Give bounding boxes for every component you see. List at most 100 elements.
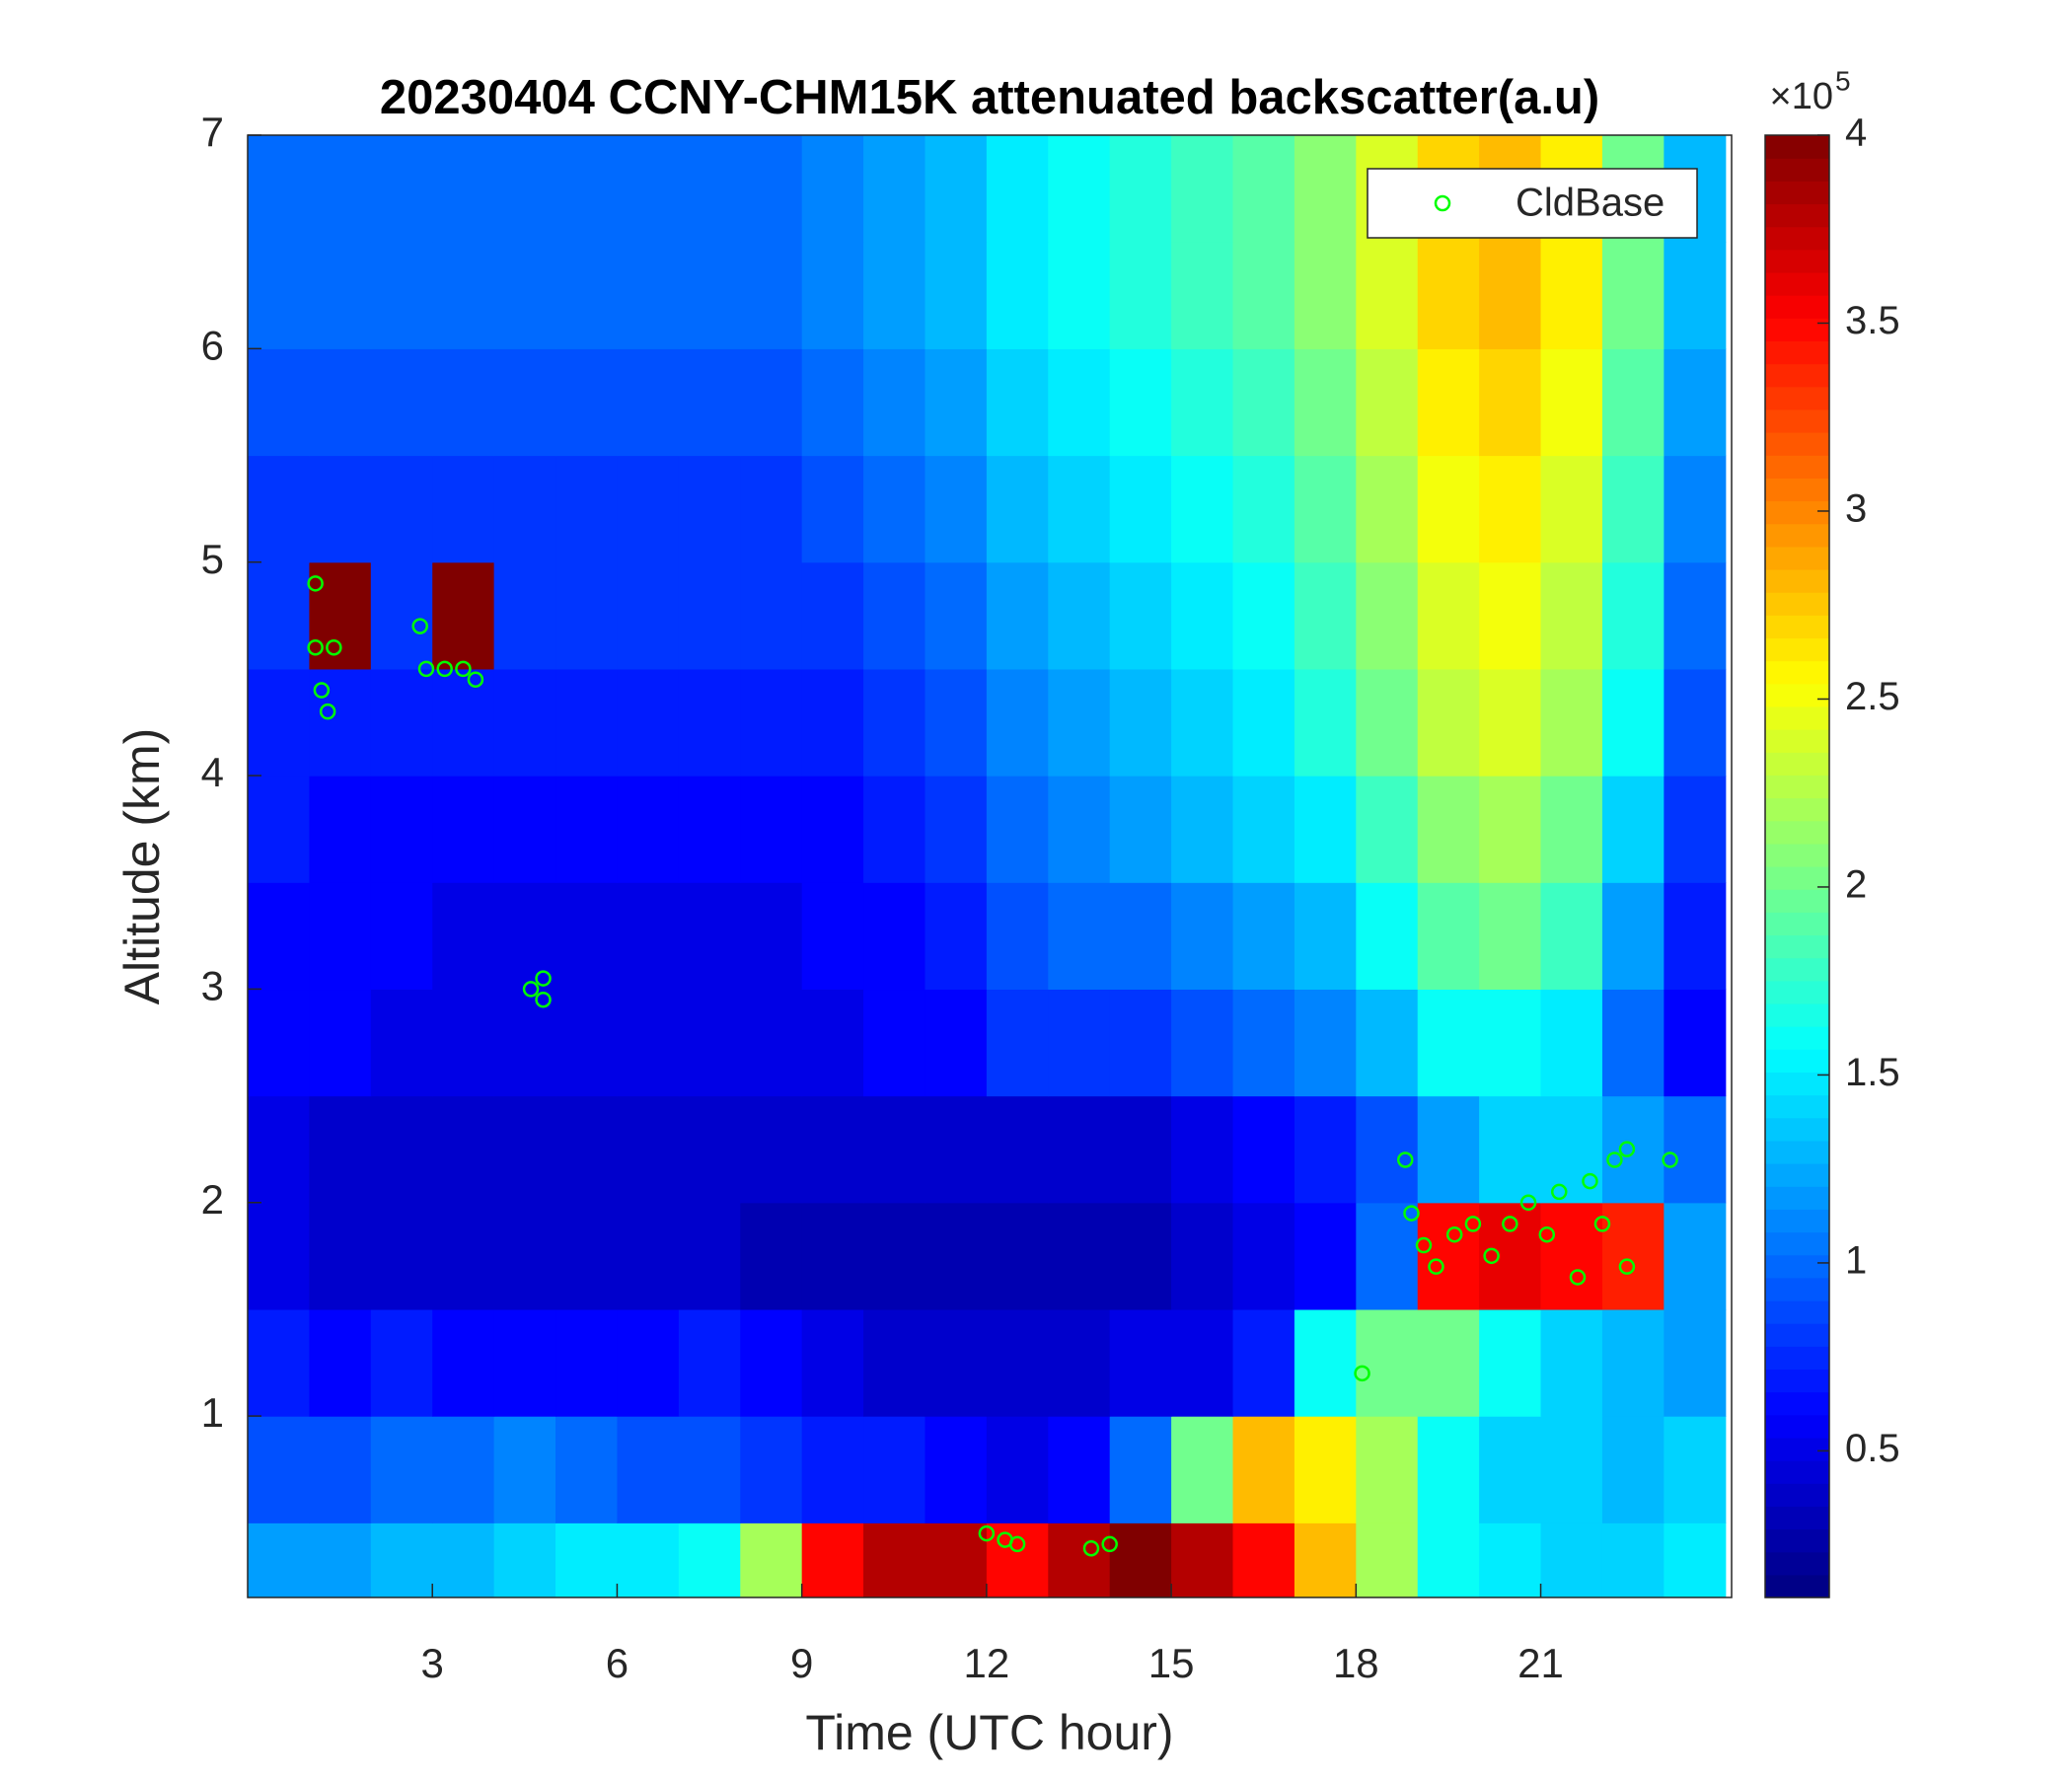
heat-cell [370,1416,433,1523]
colorbar-swatch [1765,1551,1829,1576]
heat-cell [1417,1522,1480,1597]
heat-cell [740,1095,803,1204]
heat-cell [986,1095,1049,1204]
heat-cell [493,1308,556,1417]
colorbar-swatch [1765,912,1829,936]
cloud-base-point [1354,1365,1370,1382]
cloud-base-point [1618,1258,1636,1275]
colorbar-swatch [1765,1163,1829,1187]
heat-cell [493,1095,556,1204]
heat-cell [617,1095,680,1204]
cloud-base-point [319,703,336,720]
heat-cell [1171,135,1234,243]
legend: CldBase [1367,168,1698,239]
colorbar-swatch [1765,181,1829,205]
heat-cell [370,989,433,1097]
heat-cell [1232,348,1295,457]
heat-cell [309,1095,372,1204]
cloud-base-point [1519,1194,1537,1212]
heat-cell [678,135,741,243]
heat-cell [1664,989,1727,1097]
colorbar-swatch [1765,1094,1829,1119]
heat-cell [432,776,495,883]
y-axis-label: Altitude (km) [114,728,170,1005]
heat-cell [1417,882,1480,991]
heat-cell [1540,1522,1603,1597]
heat-cell [1479,348,1542,457]
colorbar-swatch [1765,340,1829,365]
heat-cell [678,882,741,991]
heat-cell [493,776,556,883]
heat-cell [617,1416,680,1523]
heat-cell [986,348,1049,457]
heat-cell [1601,1202,1665,1310]
heat-cell [1171,348,1234,457]
heat-cell [1232,1416,1295,1523]
colorbar-swatch [1765,1002,1829,1027]
heat-cell [1048,1416,1111,1523]
colorbar-swatch [1765,934,1829,959]
heat-cell [432,1522,495,1597]
heat-cell [309,776,372,883]
colorbar-swatch [1765,1186,1829,1210]
heat-cell [986,1416,1049,1523]
heat-cell [1601,776,1665,883]
colorbar-swatch [1765,1254,1829,1279]
heat-cell [1109,882,1172,991]
cloud-base-point [307,575,324,592]
heat-cell [1664,1522,1727,1597]
heat-cell [1356,882,1419,991]
colorbar-swatch [1765,158,1829,182]
heat-cell [555,561,619,670]
cloud-base-point [1008,1535,1026,1553]
heat-cell [493,135,556,243]
heat-cell [1109,776,1172,883]
heat-cell [1171,776,1234,883]
heat-cell [678,989,741,1097]
heat-cell [1294,135,1357,243]
heat-cell [1171,1308,1234,1417]
colorbar-swatch [1765,1483,1829,1507]
heat-cell [863,1202,926,1310]
heat-cell [1109,1522,1172,1597]
heat-cell [370,1095,433,1204]
heat-cell [1540,561,1603,670]
heat-cell [925,1308,988,1417]
heat-cell [1664,348,1727,457]
heat-cell [740,348,803,457]
heat-cell [1664,776,1727,883]
heat-cell [1109,1308,1172,1417]
heat-cell [1479,1522,1542,1597]
colorbar-exponent: 5 [1835,65,1851,96]
heat-cell [1540,668,1603,777]
heat-cell [863,1416,926,1523]
heat-cell [801,1095,864,1204]
heat-cell [617,668,680,777]
cloud-base-point [1618,1141,1636,1157]
heat-cell [1417,776,1480,883]
heat-cell [740,1416,803,1523]
heat-cell [740,1308,803,1417]
heat-cell [370,135,433,243]
heat-cell [1356,455,1419,563]
colorbar-swatch [1765,752,1829,776]
heat-cell [1417,348,1480,457]
heat-cell [678,668,741,777]
colorbar-swatch [1765,683,1829,707]
heat-cell [801,776,864,883]
colorbar-swatch [1765,660,1829,685]
heat-cell [1664,1095,1727,1204]
heat-cell [863,135,926,243]
x-tick-label: 12 [964,1640,1010,1686]
heat-cell [617,348,680,457]
heat-cell [493,668,556,777]
heat-cell [1232,668,1295,777]
heat-cell [432,882,495,991]
cloud-base-point [1483,1247,1500,1265]
heat-cell [1048,1202,1111,1310]
heat-cell [432,668,495,777]
heat-cell [1171,242,1234,349]
cloud-base-point [1464,1216,1482,1232]
heat-cell [617,455,680,563]
heat-cell [1356,1522,1419,1597]
